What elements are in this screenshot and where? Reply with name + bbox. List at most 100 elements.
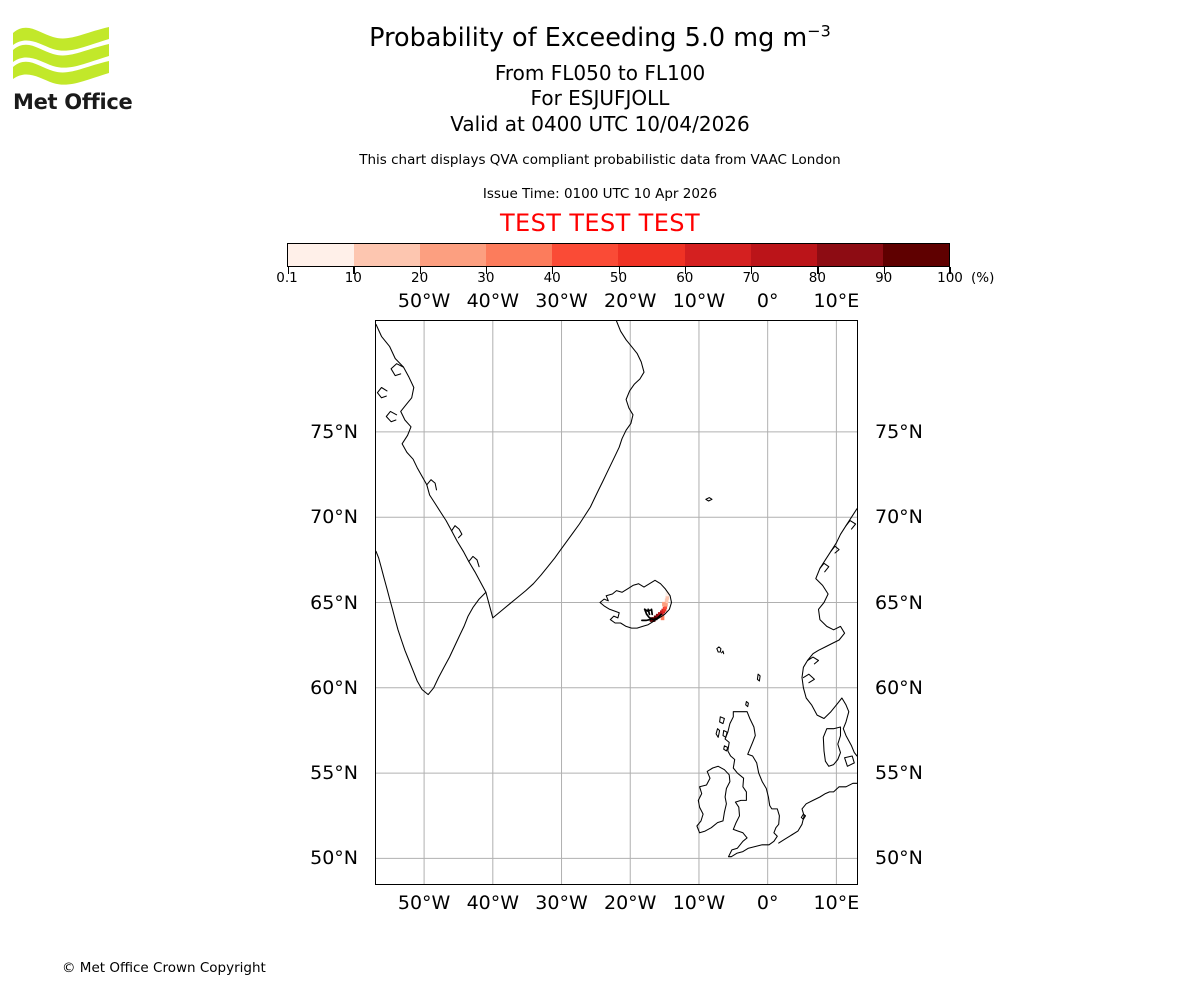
colorbar-tick-label-2: 20 <box>411 270 429 286</box>
lon-label-bottom-2: 30°W <box>535 892 588 914</box>
colorbar-tick-8 <box>817 267 819 274</box>
colorbar-segment-2 <box>420 244 487 266</box>
lon-label-bottom-1: 40°W <box>466 892 520 914</box>
greenland-fjord-1 <box>451 525 463 539</box>
lon-label-top-1: 40°W <box>466 290 520 312</box>
lat-label-right-3: 60°N <box>875 676 923 699</box>
page-title-exponent: −3 <box>807 21 831 41</box>
norway-fjord-4 <box>802 673 815 684</box>
ash-cell-7 <box>662 607 667 612</box>
iceland-glacier-line-4 <box>650 608 654 616</box>
greenland-island-2 <box>376 386 388 399</box>
orkney-islands <box>745 700 749 708</box>
lon-label-bottom-0: 50°W <box>397 892 451 914</box>
page-title-text: Probability of Exceeding 5.0 mg m <box>369 23 808 53</box>
colorbar <box>287 243 950 267</box>
title-block: Probability of Exceeding 5.0 mg m−3 From… <box>0 0 1200 237</box>
colorbar-tick-3 <box>485 267 488 274</box>
lon-label-top-6: 10°E <box>813 290 860 312</box>
test-banner: TEST TEST TEST <box>499 209 700 238</box>
lat-label-left-5: 50°N <box>310 847 358 870</box>
colorbar-tick-label-6: 60 <box>676 270 694 286</box>
lat-label-left-0: 75°N <box>310 420 358 443</box>
lon-label-top-4: 10°W <box>672 290 726 312</box>
ash-cell-10 <box>664 598 669 604</box>
colorbar-tick-label-4: 40 <box>543 270 561 286</box>
flight-level-range: From FL050 to FL100 <box>494 60 706 85</box>
valid-time-line: Valid at 0400 UTC 10/04/2026 <box>450 111 750 136</box>
latitude-axis-left: 75°N 70°N 65°N 60°N 55°N 50°N <box>0 0 366 1000</box>
qva-note: This chart displays QVA compliant probab… <box>359 152 841 169</box>
colorbar-tick-4 <box>552 267 554 274</box>
norway-coast <box>801 508 857 757</box>
iceland-south-coast-bold <box>641 618 652 622</box>
colorbar-gradient <box>287 243 950 267</box>
faroe-islands <box>716 646 722 653</box>
met-office-wave-logo <box>13 23 109 115</box>
greenland-island-3 <box>385 410 398 423</box>
norway-fjord-3 <box>806 656 820 665</box>
mull-island <box>723 745 729 752</box>
ash-cell-3 <box>655 613 660 619</box>
colorbar-tick-7 <box>751 267 753 274</box>
colorbar-segment-8 <box>816 244 883 266</box>
ash-cell-13 <box>660 615 665 621</box>
longitude-axis-top: 50°W 40°W 30°W 20°W 10°W 0° 10°E <box>0 290 1200 312</box>
zealand-island <box>844 755 855 767</box>
colorbar-tick-0 <box>287 267 289 274</box>
map-panel[interactable] <box>375 320 858 885</box>
greenland-fjord-2 <box>468 555 480 568</box>
ireland <box>696 765 731 834</box>
netherlands-germany-coast <box>791 782 857 836</box>
ijsselmeer <box>800 813 807 820</box>
iceland-glacier-line-3 <box>647 608 651 616</box>
lat-label-right-2: 65°N <box>875 591 923 614</box>
colorbar-tick-label-10: 100 <box>937 270 963 286</box>
met-office-logo-text: Met Office <box>13 90 133 114</box>
colorbar-ticks <box>287 267 951 275</box>
shetland-islands <box>756 673 761 682</box>
greenland-ne-coast <box>485 321 645 619</box>
colorbar-tick-label-7: 70 <box>742 270 760 286</box>
colorbar-tick-5 <box>618 267 620 274</box>
page-title: Probability of Exceeding 5.0 mg m−3 <box>0 23 1200 53</box>
latitude-axis-right: 75°N 70°N 65°N 60°N 55°N 50°N <box>867 0 1027 1000</box>
greenland-coast <box>376 323 487 696</box>
ash-cell-9 <box>664 601 668 607</box>
norway-fjord-5 <box>845 520 857 530</box>
colorbar-segment-4 <box>552 244 619 266</box>
isle-of-skye <box>722 729 728 738</box>
lat-label-left-2: 65°N <box>310 591 358 614</box>
lon-label-bottom-5: 0° <box>756 892 779 914</box>
colorbar-segment-0 <box>288 244 355 266</box>
colorbar-tick-label-9: 90 <box>875 270 893 286</box>
colorbar-tick-9 <box>883 267 885 274</box>
great-britain <box>724 711 780 858</box>
colorbar-segment-5 <box>618 244 685 266</box>
colorbar-segment-7 <box>750 244 817 266</box>
longitude-axis-bottom: 50°W 40°W 30°W 20°W 10°W 0° 10°E <box>0 892 1200 914</box>
volcano-name-line: For ESJUFJOLL <box>530 86 670 111</box>
colorbar-segment-6 <box>684 244 751 266</box>
lat-label-left-4: 55°N <box>310 762 358 785</box>
lon-label-top-2: 30°W <box>535 290 588 312</box>
denmark-jutland <box>822 726 842 767</box>
lat-label-right-5: 50°N <box>875 847 923 870</box>
colorbar-tick-label-0: 0.1 <box>276 270 298 286</box>
lon-label-top-3: 20°W <box>604 290 657 312</box>
greenland-fjord-3 <box>426 479 438 491</box>
colorbar-tick-10 <box>949 267 951 274</box>
ash-cell-14 <box>662 601 666 607</box>
iceland-coast <box>599 579 673 629</box>
colorbar-tick-labels: 0.1 10 20 30 40 50 60 70 80 90 100 <box>276 270 963 290</box>
colorbar-segment-3 <box>486 244 553 266</box>
lat-label-left-1: 70°N <box>310 506 358 529</box>
colorbar-tick-label-1: 10 <box>344 270 362 286</box>
issue-time: Issue Time: 0100 UTC 10 Apr 2026 <box>482 186 718 203</box>
colorbar-tick-label-5: 50 <box>609 270 628 286</box>
norway-fjord-1 <box>830 545 840 554</box>
colorbar-segment-9 <box>882 244 949 266</box>
colorbar-tick-1 <box>353 267 355 274</box>
iceland-glacier-line-5 <box>652 613 663 621</box>
faroe-islands-2 <box>721 650 725 655</box>
